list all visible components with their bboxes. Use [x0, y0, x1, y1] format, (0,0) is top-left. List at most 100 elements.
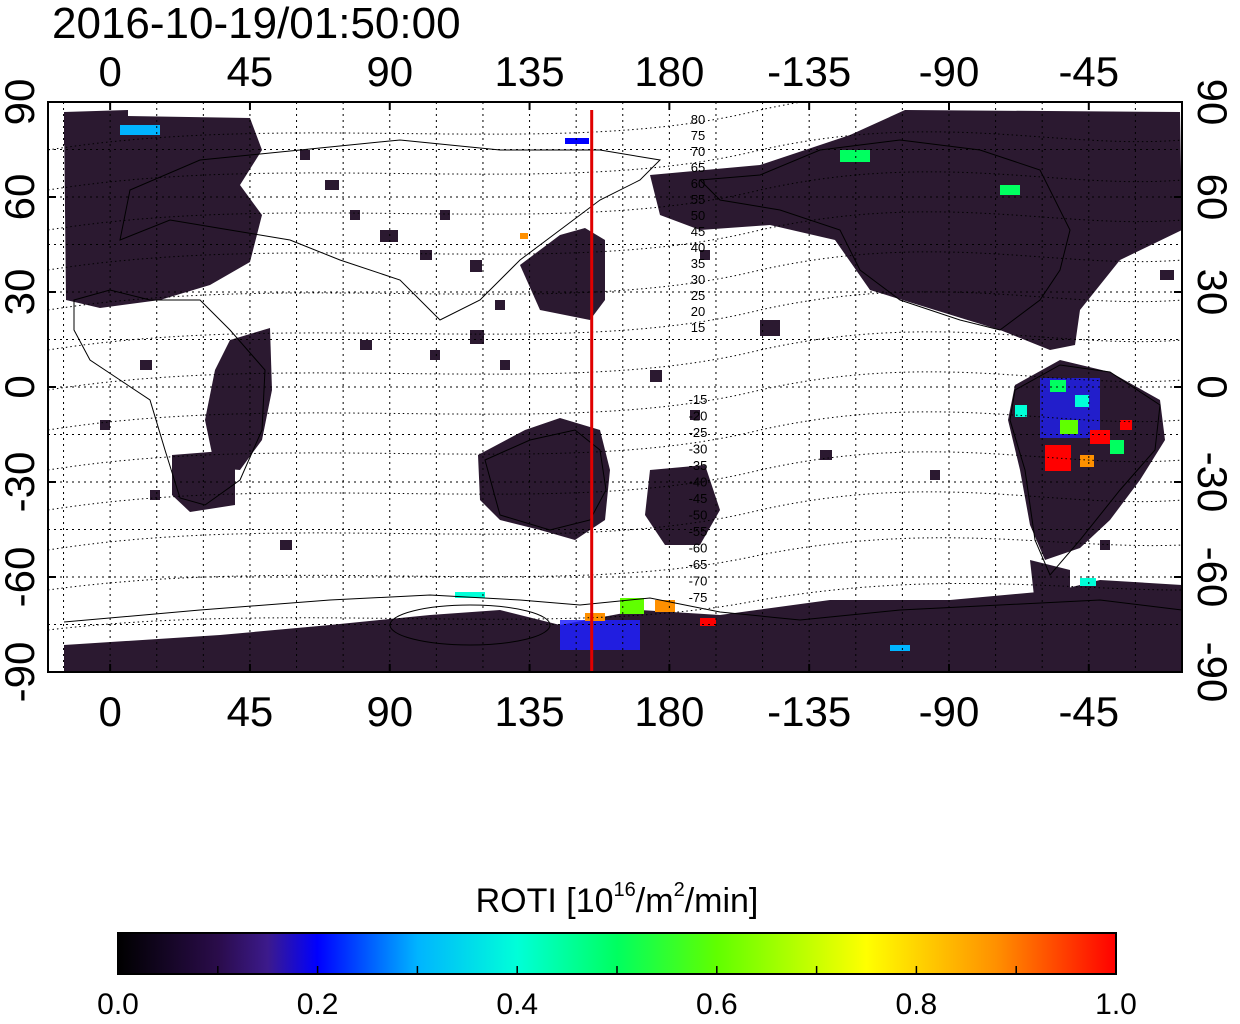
lat-tick-label: 60 [0, 174, 43, 221]
contour-label: 40 [691, 240, 705, 255]
latitude-ticks-right: 90 60 30 0 -30 -60 -90 [1174, 79, 1236, 703]
pixel [760, 320, 780, 336]
colorbar: ROTI [1016/m2/min] 0.0 0.2 0.4 0.6 0.8 1.0 [97, 879, 1137, 1021]
pixel [690, 410, 700, 420]
lat-tick-label: -90 [0, 642, 43, 703]
roti-cell [1110, 440, 1124, 454]
lon-tick-label: 0 [98, 688, 121, 735]
timestamp-title: 2016-10-19/01:50:00 [52, 0, 461, 48]
pixel [360, 340, 372, 350]
contour-label: -70 [689, 574, 708, 589]
roti-cell [1015, 405, 1027, 417]
coverage-patagonia [1030, 560, 1070, 605]
pixel [1160, 270, 1174, 280]
pixel [325, 180, 339, 190]
contour-label: 25 [691, 288, 705, 303]
lat-tick-label: 0 [1189, 375, 1236, 398]
lat-tick-label: 90 [0, 79, 43, 126]
pixel [350, 210, 360, 220]
roti-cell [620, 598, 644, 614]
coverage-africa-east [205, 328, 272, 470]
lon-tick-label: -90 [919, 48, 980, 95]
pixel [470, 330, 484, 344]
lat-tick-label: -60 [0, 547, 43, 608]
coastline-antarctica [63, 594, 1182, 623]
coastline-south-america [1009, 364, 1161, 576]
coverage-north-america [650, 110, 1182, 350]
roti-cell [520, 233, 528, 239]
contour-label: -45 [689, 491, 708, 506]
contour-label: 70 [691, 144, 705, 159]
coverage-arctic-europe [64, 110, 128, 145]
pixel [440, 210, 450, 220]
lon-tick-label: 45 [227, 48, 274, 95]
roti-cell [1050, 380, 1066, 392]
colorbar-title: ROTI [1016/m2/min] [476, 879, 759, 920]
contour-label: 15 [691, 320, 705, 335]
lon-tick-label: -90 [919, 688, 980, 735]
colorbar-tick-label: 0.4 [496, 988, 538, 1021]
contour-label: -55 [689, 524, 708, 539]
scattered-data-pixels [100, 150, 1174, 550]
lat-tick-label: 90 [1189, 79, 1236, 126]
map-panel: 8075706560555045403530252015-15-20-25-30… [0, 48, 1236, 735]
contour-label: 80 [691, 112, 705, 127]
roti-cell [565, 138, 589, 144]
pixel [470, 260, 482, 272]
contour-label: 45 [691, 224, 705, 239]
roti-cell [1075, 395, 1089, 407]
longitude-ticks-bottom: 0 45 90 135 180 -135 -90 -45 [98, 664, 1119, 735]
colorbar-tick-label: 0.2 [297, 988, 339, 1021]
contour-label: -50 [689, 508, 708, 523]
lat-tick-label: 60 [1189, 174, 1236, 221]
colorbar-ticks: 0.0 0.2 0.4 0.6 0.8 1.0 [97, 966, 1137, 1021]
roti-cell [1080, 455, 1094, 467]
lon-tick-label: 135 [495, 688, 565, 735]
contour-label: -40 [689, 475, 708, 490]
contour-label: -65 [689, 557, 708, 572]
colorbar-tick-label: 0.0 [97, 988, 139, 1021]
lon-tick-label: -45 [1058, 48, 1119, 95]
pixel [700, 250, 710, 260]
lon-tick-label: -135 [767, 48, 851, 95]
pixel [100, 420, 110, 430]
coastline-north-america [698, 139, 1071, 331]
latitude-ticks-left: 90 60 30 0 -30 -60 -90 [0, 79, 56, 703]
roti-cell [585, 613, 605, 621]
pixel [1100, 540, 1110, 550]
lon-tick-label: -135 [767, 688, 851, 735]
contour-label: -30 [689, 442, 708, 457]
coverage-japan [520, 228, 605, 320]
contour-label: 65 [691, 160, 705, 175]
colorbar-tick-label: 0.8 [896, 988, 938, 1021]
lat-tick-label: 0 [0, 375, 43, 398]
lat-tick-label: -90 [1189, 642, 1236, 703]
pixel [500, 360, 510, 370]
lon-tick-label: 180 [634, 688, 704, 735]
contour-label: -35 [689, 458, 708, 473]
contour-label: 60 [691, 176, 705, 191]
lat-tick-label: -30 [0, 452, 43, 513]
pixel [380, 230, 398, 242]
roti-cell [1090, 430, 1110, 444]
roti-cell [1000, 185, 1020, 195]
colorbar-tick-label: 0.6 [696, 988, 738, 1021]
contour-label: -15 [689, 392, 708, 407]
contour-label: 50 [691, 208, 705, 223]
dotted-lat-lon-grid [48, 102, 1182, 672]
contour-label: 55 [691, 192, 705, 207]
lon-tick-label: 90 [366, 688, 413, 735]
contour-label: -75 [689, 590, 708, 605]
roti-cell [455, 592, 485, 598]
roti-cell [655, 600, 675, 612]
longitude-ticks-top: 0 45 90 135 180 -135 -90 -45 [98, 48, 1119, 110]
roti-cell [840, 150, 870, 162]
lon-tick-label: -45 [1058, 688, 1119, 735]
lon-tick-label: 45 [227, 688, 274, 735]
magnetic-latitude-contours [48, 102, 1182, 631]
pixel [140, 360, 152, 370]
coastline-europe-asia [119, 139, 662, 321]
pixel [430, 350, 440, 360]
